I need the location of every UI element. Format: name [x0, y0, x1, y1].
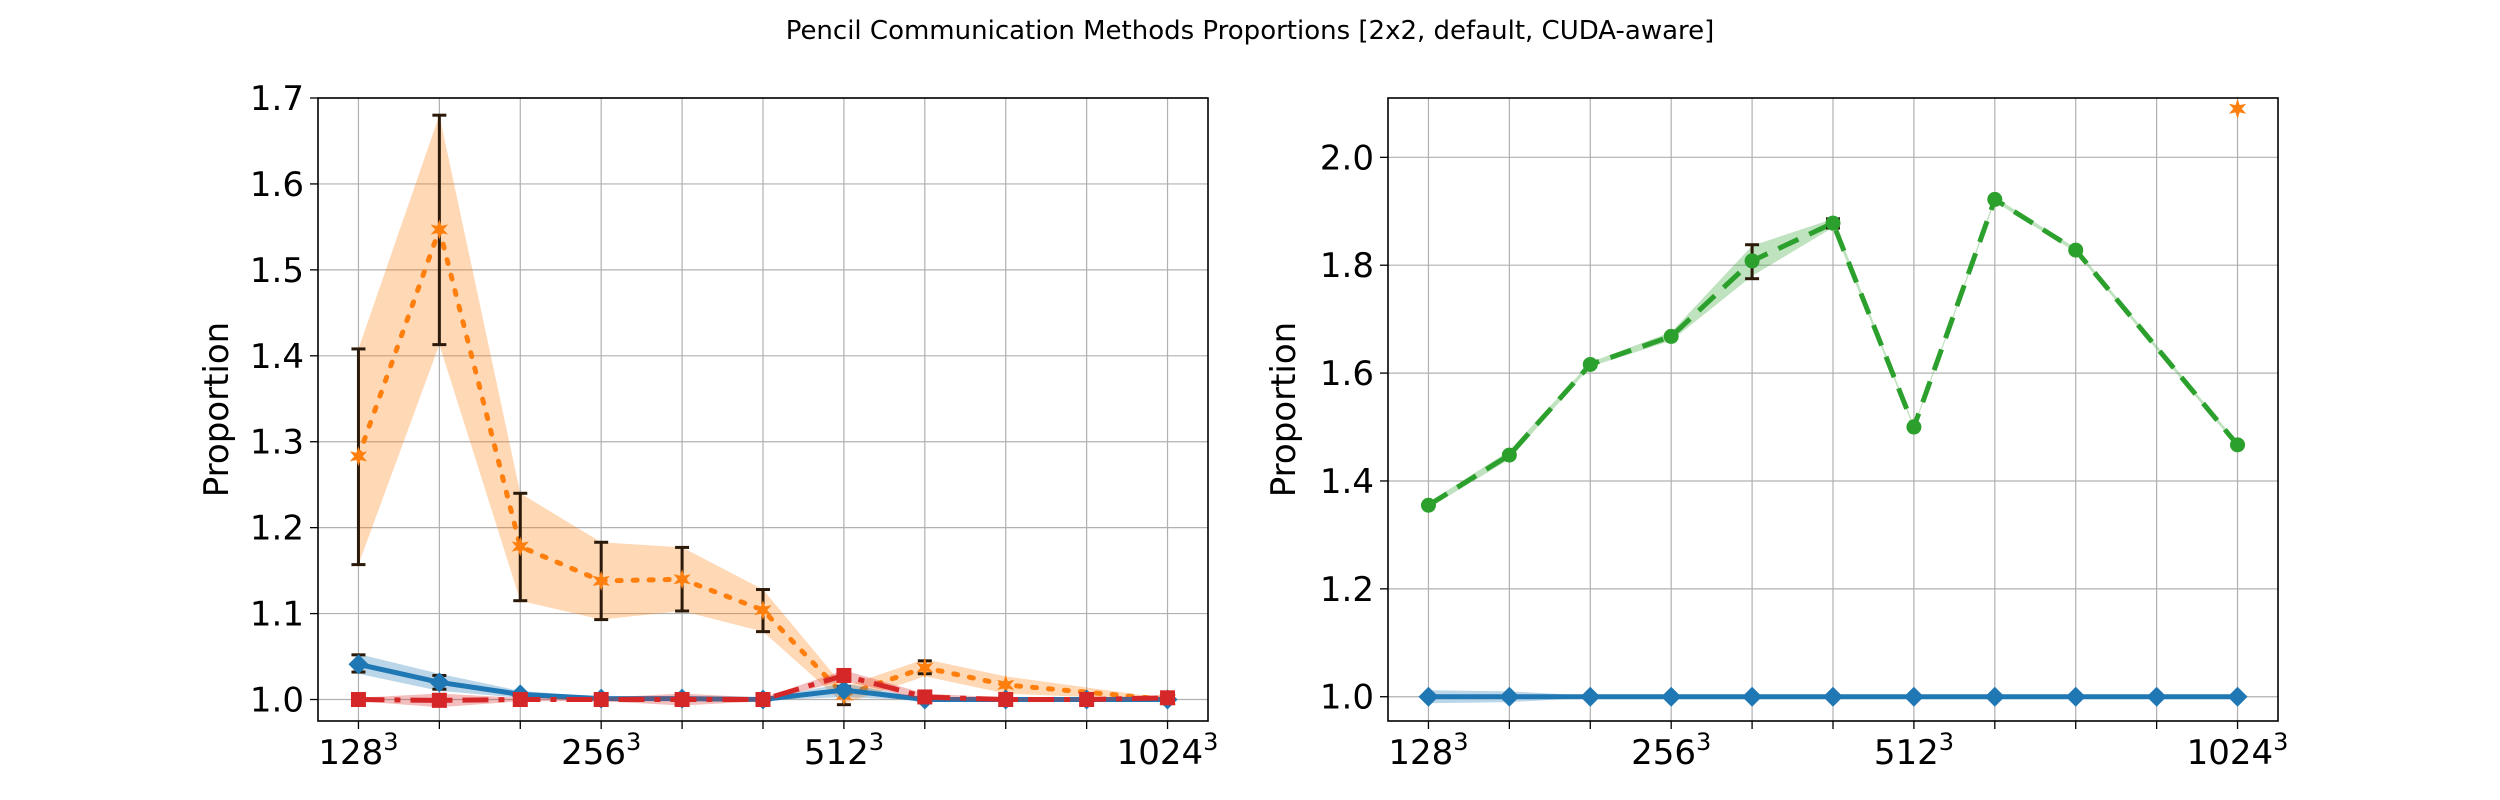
data-point: [2228, 98, 2247, 119]
data-point: [916, 657, 934, 678]
data-point: [2068, 242, 2084, 258]
x-tick-label: 10243: [2187, 728, 2289, 773]
data-point: [431, 692, 447, 708]
data-point: [1903, 686, 1924, 707]
data-point: [593, 692, 609, 708]
data-point: [1823, 686, 1843, 707]
y-tick-label: 1.2: [250, 509, 304, 549]
series-2: [2228, 98, 2247, 119]
confidence-band: [358, 115, 1168, 704]
y-tick-label: 1.7: [250, 79, 304, 119]
data-point: [1661, 686, 1682, 707]
grid: [1388, 98, 2278, 721]
data-point: [350, 692, 366, 708]
data-point: [1420, 497, 1436, 513]
y-axis-label: Proportion: [197, 322, 237, 497]
y-tick-label: 1.5: [250, 251, 304, 291]
data-point: [430, 219, 449, 240]
y-tick-label: 1.1: [250, 595, 304, 635]
data-point: [1742, 686, 1763, 707]
y-tick-label: 1.0: [1320, 678, 1374, 718]
data-point: [755, 692, 771, 708]
data-point: [592, 570, 610, 591]
data-point: [511, 536, 529, 557]
x-tick-label: 10243: [1117, 728, 1219, 773]
data-point: [998, 692, 1014, 708]
data-point: [1580, 686, 1601, 707]
data-point: [836, 667, 852, 683]
data-point: [349, 446, 368, 467]
x-tick-label: 5123: [1874, 728, 1954, 773]
data-point: [1079, 692, 1095, 708]
data-point: [917, 689, 933, 705]
x-tick-label: 2563: [561, 728, 641, 773]
data-point: [348, 654, 369, 675]
series-1: [1418, 686, 2248, 707]
y-tick-label: 1.2: [1320, 570, 1374, 610]
right-panel: 1.0 1.2 1.4 1.6 1.8 2.0 1283 2563 5123 10243 Propo…: [1264, 97, 2289, 773]
data-point: [1984, 686, 2005, 707]
series-line: [355, 226, 1171, 703]
y-axis-label: Proportion: [1264, 322, 1304, 497]
data-point: [1501, 447, 1517, 463]
series-0: [349, 113, 1177, 710]
y-tick-label: 1.3: [250, 423, 304, 463]
data-point: [674, 692, 690, 708]
data-point: [2227, 686, 2248, 707]
data-point: [1906, 419, 1922, 435]
data-point: [1825, 215, 1841, 231]
x-tick-label: 5123: [804, 728, 884, 773]
series-0: [1420, 191, 2246, 513]
series-2: [350, 667, 1176, 708]
data-point: [1663, 328, 1679, 344]
figure-title: Pencil Communication Methods Proportions…: [786, 16, 1715, 46]
left-panel: 1.0 1.1 1.2 1.3 1.4 1.5 1.6 1.7 1283 2563 5123 1024…: [197, 79, 1218, 773]
data-point: [1160, 690, 1176, 706]
y-tick-label: 1.4: [1320, 462, 1374, 502]
plot-frame: [317, 97, 1209, 722]
data-point: [429, 672, 450, 693]
data-point: [2146, 686, 2167, 707]
x-tick-label: 2563: [1631, 728, 1711, 773]
series-line: [1427, 196, 2240, 508]
data-point: [1987, 191, 2003, 207]
y-tick-label: 2.0: [1320, 138, 1374, 178]
y-tick-label: 1.8: [1320, 246, 1374, 286]
y-tick-label: 1.4: [250, 337, 304, 377]
y-tick-label: 1.6: [1320, 354, 1374, 394]
data-point: [1744, 253, 1760, 269]
x-tick-label: 1283: [1388, 728, 1468, 773]
data-point: [2065, 686, 2086, 707]
y-tick-label: 1.0: [250, 681, 304, 721]
data-point: [2230, 437, 2246, 453]
data-point: [1499, 686, 1520, 707]
data-point: [673, 569, 691, 590]
data-point: [1582, 356, 1598, 372]
data-point: [754, 600, 772, 621]
data-point: [1418, 686, 1439, 707]
y-tick-label: 1.6: [250, 165, 304, 205]
plot-frame: [1387, 97, 2279, 722]
data-point: [833, 680, 854, 701]
data-point: [512, 692, 528, 708]
x-tick-label: 1283: [318, 728, 398, 773]
data-point: [997, 674, 1015, 695]
